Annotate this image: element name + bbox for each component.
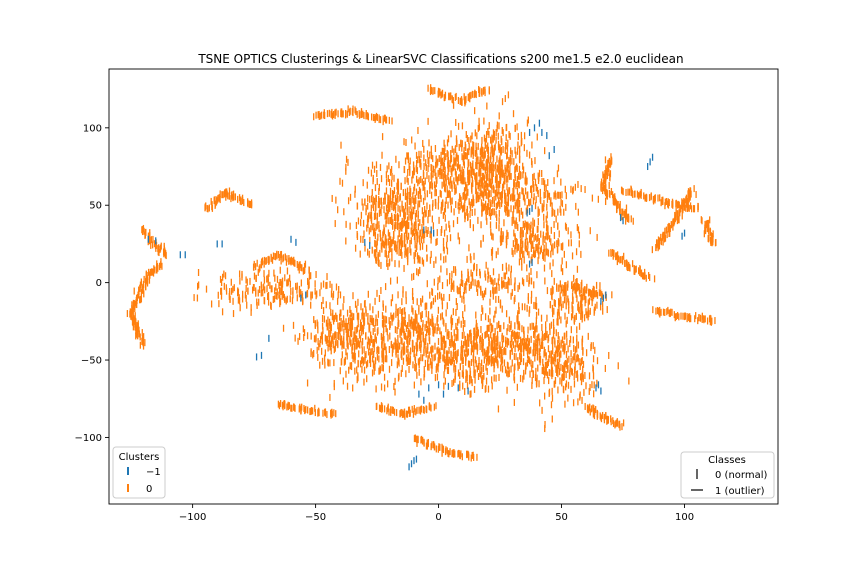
x-tick-label: 100 <box>675 512 694 523</box>
y-tick-label: −100 <box>75 433 102 444</box>
clusters-legend-box <box>112 446 166 499</box>
clusters-legend-title: Clusters <box>119 452 160 463</box>
clusters-legend: Clusters −1 0 <box>112 446 166 499</box>
classes-legend: Classes 0 (normal) 1 (outlier) <box>680 451 775 499</box>
plot-area-frame <box>108 68 779 505</box>
y-axis: −100 −50 0 50 100 <box>75 123 109 444</box>
x-tick-label: −100 <box>179 512 206 523</box>
y-tick-label: 50 <box>89 201 102 212</box>
x-tick-label: 50 <box>555 512 568 523</box>
x-axis: −100 −50 0 50 100 <box>179 504 694 523</box>
x-tick-label: 0 <box>435 512 441 523</box>
chart-title: TSNE OPTICS Clusterings & LinearSVC Clas… <box>197 52 683 66</box>
classes-legend-title: Classes <box>708 455 746 466</box>
classes-legend-box <box>680 451 775 499</box>
cluster-0-label: 0 <box>146 484 152 495</box>
class-outlier-label: 1 (outlier) <box>715 486 765 497</box>
y-tick-label: 100 <box>83 123 102 134</box>
cluster-minus1-label: −1 <box>146 467 161 478</box>
y-tick-label: 0 <box>96 278 102 289</box>
scatter-points <box>126 84 717 471</box>
x-tick-label: −50 <box>305 512 326 523</box>
class-normal-label: 0 (normal) <box>715 470 767 481</box>
y-tick-label: −50 <box>81 356 102 367</box>
